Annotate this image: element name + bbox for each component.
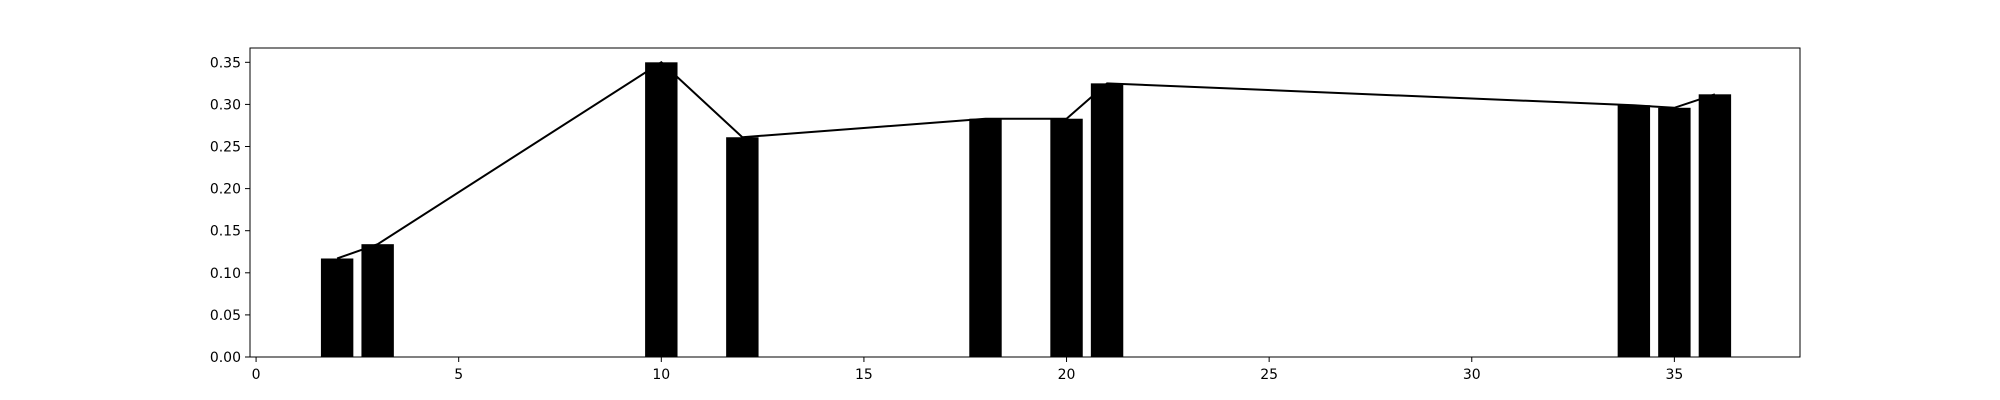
series-line [336, 61, 1716, 260]
x-tick-label: 30 [1463, 367, 1481, 383]
bar [1090, 83, 1124, 358]
x-tick-label: 25 [1260, 367, 1278, 383]
plot-frame [249, 47, 1801, 358]
bar [361, 244, 394, 357]
y-tick-label: 0.10 [210, 266, 241, 282]
x-tick-label: 35 [1665, 367, 1683, 383]
bar [969, 118, 1002, 357]
bar [1698, 94, 1732, 357]
plot-area [250, 48, 1800, 357]
y-tick-label: 0.15 [210, 224, 241, 240]
y-axis: 0.00 0.05 0.10 0.15 0.20 0.25 0.30 0.35 [210, 55, 250, 366]
x-tick-label: 5 [454, 367, 463, 383]
bar [1617, 105, 1651, 357]
y-tick-label: 0.25 [210, 140, 241, 156]
bars-layer [320, 62, 1732, 358]
y-tick-label: 0.20 [210, 182, 241, 198]
x-tick-label: 0 [252, 367, 261, 383]
x-tick-label: 10 [652, 367, 670, 383]
bar [1658, 107, 1691, 357]
bar [726, 137, 759, 357]
y-tick-label: 0.00 [210, 350, 241, 366]
y-tick-label: 0.30 [210, 97, 241, 113]
bar [320, 258, 354, 357]
x-axis: 0 5 10 15 20 25 30 35 [252, 357, 1683, 383]
bar [1050, 118, 1083, 357]
line-layer [336, 61, 1716, 260]
x-tick-label: 20 [1058, 367, 1076, 383]
y-tick-label: 0.35 [210, 55, 241, 71]
x-tick-label: 15 [855, 367, 873, 383]
bar [645, 62, 678, 358]
y-tick-label: 0.05 [210, 308, 241, 324]
